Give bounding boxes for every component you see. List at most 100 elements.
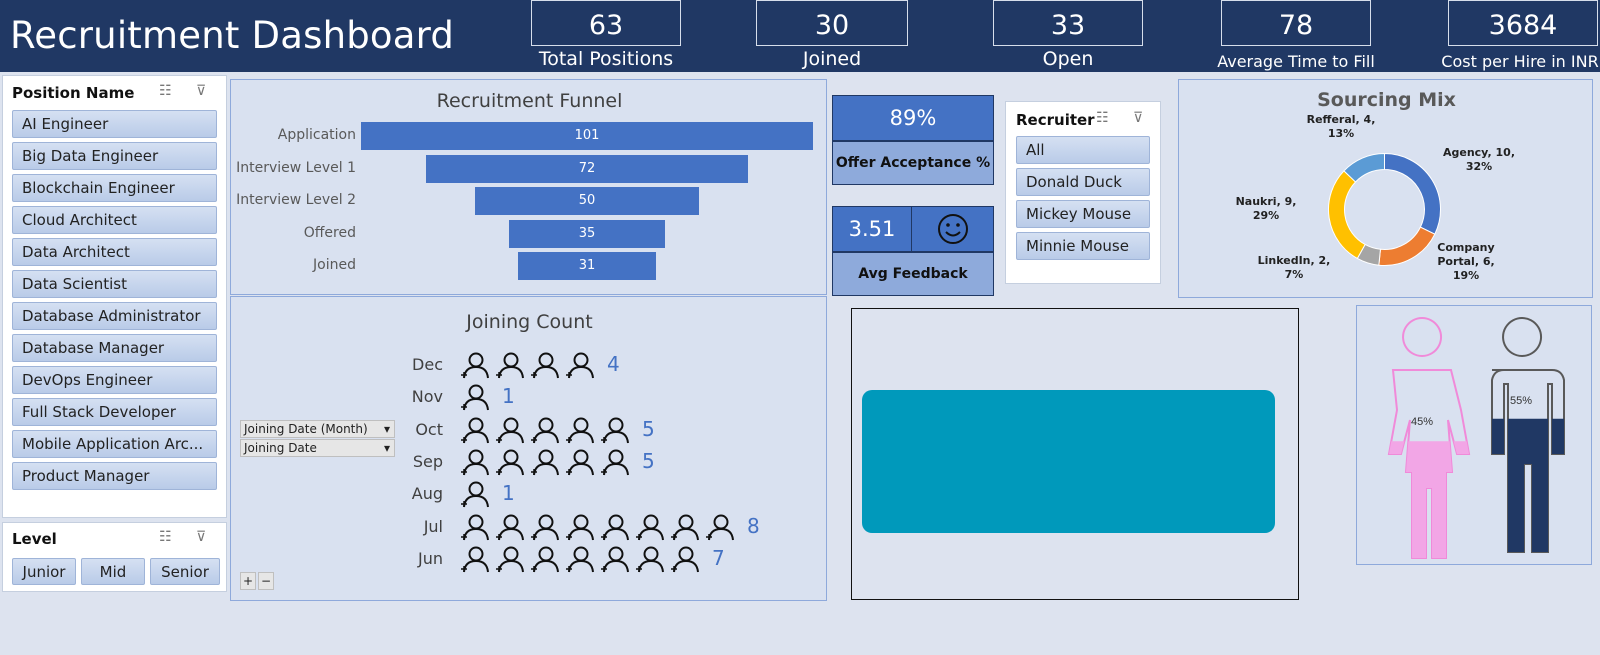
donut-label-company-portal-name2: Portal, 6, — [1437, 255, 1495, 268]
kpi-open-value: 33 — [993, 0, 1143, 46]
sourcing-mix-panel: Sourcing Mix Refferal, 4, 13% Agency, 10,… — [1178, 79, 1593, 298]
funnel-bar: 72 — [425, 154, 749, 183]
joining-month-label: Jun — [418, 548, 443, 568]
sourcing-mix-title: Sourcing Mix — [1317, 89, 1456, 111]
kpi-open-label: Open — [1042, 48, 1094, 70]
funnel-stage-label: Application — [277, 127, 356, 143]
kpi-cost-per-hire-value: 3684 — [1448, 0, 1598, 46]
level-item-senior[interactable]: Senior — [150, 558, 220, 585]
level-item-junior[interactable]: Junior — [12, 558, 76, 585]
avg-feedback-value: 3.51 — [832, 206, 912, 252]
joining-count-panel: Joining Count Joining Date (Month) ▾ Join… — [230, 296, 827, 601]
person-icon — [494, 512, 528, 542]
person-icon — [459, 544, 493, 574]
joining-count-title: Joining Count — [466, 311, 593, 333]
person-icon — [459, 382, 493, 412]
donut-label-refferal-pct: 13% — [1327, 127, 1355, 140]
donut-slice-agency — [1384, 152, 1441, 235]
funnel-bar: 35 — [508, 219, 666, 248]
person-icon — [599, 447, 633, 477]
donut-label-agency-pct: 32% — [1465, 160, 1493, 173]
person-icon — [459, 512, 493, 542]
recruiter-slicer: Recruiter ☷ ⊽ All Donald Duck Mickey Mouse… — [1005, 101, 1161, 284]
donut-label-company-portal-pct: 19% — [1452, 269, 1480, 282]
expand-button[interactable]: + — [240, 572, 256, 590]
recruiter-item[interactable]: Mickey Mouse — [1016, 200, 1150, 228]
person-icon — [529, 447, 563, 477]
person-icon — [494, 544, 528, 574]
joining-month-field-button[interactable]: Joining Date (Month) ▾ — [240, 420, 395, 438]
kpi-cost-per-hire-label: Cost per Hire in INR — [1441, 52, 1599, 71]
joining-month-label: Sep — [412, 451, 443, 471]
joining-count-value: 5 — [642, 416, 655, 441]
clear-filter-icon[interactable]: ⊽ — [1133, 109, 1144, 125]
position-item[interactable]: Database Manager — [12, 334, 217, 362]
funnel-panel: Recruitment Funnel Application 101 Intervi… — [230, 79, 827, 295]
person-icon — [704, 512, 738, 542]
funnel-title: Recruitment Funnel — [436, 90, 623, 112]
clear-filter-icon[interactable]: ⊽ — [196, 528, 207, 544]
person-icon — [494, 447, 528, 477]
position-item[interactable]: Big Data Engineer — [12, 142, 217, 170]
position-item[interactable]: Cloud Architect — [12, 206, 217, 234]
donut-slice-naukri — [1328, 170, 1366, 260]
sourcing-donut-chart — [1328, 152, 1441, 266]
person-icon — [564, 447, 598, 477]
funnel-stage-label: Joined — [313, 257, 356, 273]
gender-figures — [1387, 317, 1565, 559]
person-icon — [459, 415, 493, 445]
multi-select-icon[interactable]: ☷ — [159, 528, 172, 544]
funnel-bar: 50 — [475, 187, 699, 215]
donut-label-naukri-pct: 29% — [1252, 209, 1280, 222]
recruiter-item[interactable]: All — [1016, 136, 1150, 164]
joining-count-value: 7 — [712, 545, 725, 570]
female-icon — [1387, 317, 1471, 559]
funnel-stage-label: Interview Level 1 — [236, 159, 356, 176]
joining-count-value: 4 — [607, 352, 620, 376]
multi-select-icon[interactable]: ☷ — [159, 82, 172, 98]
position-item[interactable]: Database Administrator — [12, 302, 217, 330]
person-icon — [564, 512, 598, 542]
person-icon — [529, 415, 563, 445]
kpi-total-positions-label: Total Positions — [538, 48, 674, 70]
offer-acceptance-label: Offer Acceptance % — [832, 141, 994, 185]
donut-label-agency-name: Agency, 10, — [1442, 146, 1515, 159]
shape-panel — [851, 308, 1299, 600]
donut-label-company-portal: Company Portal, 6, 19% — [1426, 241, 1506, 283]
level-item-mid[interactable]: Mid — [81, 558, 145, 585]
person-icon — [529, 544, 563, 574]
position-item[interactable]: Product Manager — [12, 462, 217, 490]
teal-rounded-rectangle — [862, 390, 1275, 533]
donut-label-company-portal-name: Company — [1437, 241, 1495, 254]
position-item[interactable]: Blockchain Engineer — [12, 174, 217, 202]
position-item[interactable]: Full Stack Developer — [12, 398, 217, 426]
joining-date-field-button[interactable]: Joining Date ▾ — [240, 439, 395, 457]
position-item[interactable]: Data Scientist — [12, 270, 217, 298]
person-icon — [669, 544, 703, 574]
kpi-avg-time-value: 78 — [1221, 0, 1371, 46]
joining-count-value: 5 — [642, 448, 655, 473]
position-item[interactable]: Mobile Application Arc... — [12, 430, 217, 458]
multi-select-icon[interactable]: ☷ — [1096, 109, 1109, 125]
person-icon — [494, 415, 528, 445]
joining-month-label: Dec — [412, 355, 443, 374]
position-item[interactable]: DevOps Engineer — [12, 366, 217, 394]
person-icon — [459, 447, 493, 477]
person-icon — [634, 544, 668, 574]
recruiter-item[interactable]: Donald Duck — [1016, 168, 1150, 196]
clear-filter-icon[interactable]: ⊽ — [196, 82, 207, 98]
joining-month-field-label: Joining Date (Month) — [244, 422, 368, 436]
male-percent: 55% — [1509, 395, 1533, 407]
position-item[interactable]: AI Engineer — [12, 110, 217, 138]
donut-label-refferal-name: Refferal, 4, — [1306, 113, 1376, 126]
avg-feedback-label: Avg Feedback — [832, 252, 994, 296]
kpi-joined-label: Joined — [802, 48, 862, 70]
male-icon — [1491, 317, 1565, 553]
donut-label-naukri-name: Naukri, 9, — [1235, 195, 1297, 208]
collapse-button[interactable]: − — [258, 572, 274, 590]
joining-month-label: Nov — [411, 387, 443, 407]
donut-label-linkedin-name: LinkedIn, 2, — [1257, 254, 1331, 267]
position-item[interactable]: Data Architect — [12, 238, 217, 266]
person-icon — [494, 350, 528, 380]
recruiter-item[interactable]: Minnie Mouse — [1016, 232, 1150, 260]
